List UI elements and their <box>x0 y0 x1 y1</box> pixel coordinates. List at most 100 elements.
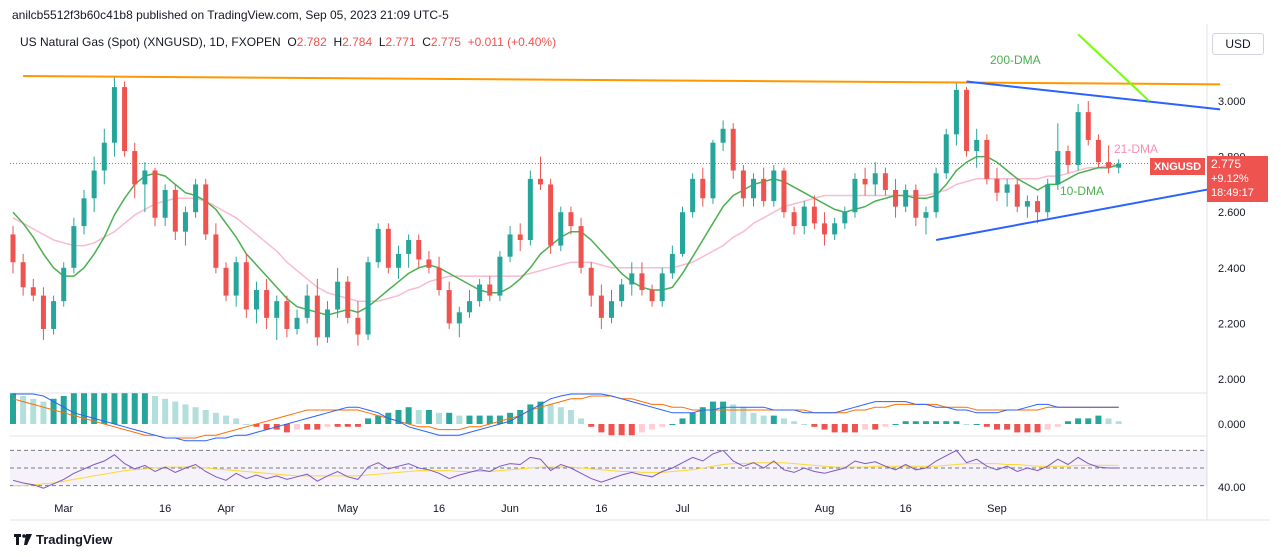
currency-button[interactable]: USD <box>1212 33 1264 55</box>
macd-histogram-bar <box>365 418 372 424</box>
macd-histogram-bar <box>1034 424 1041 433</box>
macd-histogram-bar <box>70 393 77 424</box>
candle-body <box>649 290 655 302</box>
macd-histogram-bar <box>131 393 138 424</box>
candle-body <box>609 301 614 318</box>
candle-body <box>223 267 229 296</box>
macd-histogram-bar <box>162 398 169 424</box>
candle-body <box>700 178 706 199</box>
candle-body <box>680 212 686 254</box>
candle-body <box>558 212 564 246</box>
triangle-trendline <box>966 80 1221 111</box>
candle-body <box>365 262 371 335</box>
candle-body <box>852 178 858 213</box>
macd-histogram-bar <box>1044 424 1051 430</box>
macd-histogram-bar <box>243 424 250 425</box>
macd-histogram-bar <box>283 424 290 433</box>
macd-histogram-bar <box>233 418 240 424</box>
candle-body <box>233 262 239 296</box>
macd-histogram-bar <box>649 424 656 430</box>
candle-body <box>943 134 949 174</box>
candle-body <box>842 212 848 224</box>
macd-histogram-bar <box>689 412 696 424</box>
candle-body <box>274 301 280 318</box>
brand-name: TradingView <box>36 532 113 547</box>
candle-body <box>61 267 67 302</box>
rsi-line <box>12 449 1119 489</box>
price-tag-price: 2.775 <box>1211 157 1242 171</box>
y-tick-label: 2.400 <box>1218 263 1246 275</box>
candle-body <box>822 223 828 235</box>
macd-histogram-bar <box>750 412 757 424</box>
candle-body <box>548 184 554 246</box>
x-tick-label: 16 <box>595 503 607 515</box>
macd-histogram-bar <box>851 424 858 433</box>
macd-histogram-bar <box>50 398 57 424</box>
macd-histogram-bar <box>912 421 919 424</box>
candle-body <box>466 301 472 313</box>
macd-histogram-bar <box>811 424 818 427</box>
macd-histogram-bar <box>821 424 828 430</box>
macd-histogram-bar <box>192 407 199 424</box>
candle-body <box>193 184 199 213</box>
candle-body <box>568 212 574 227</box>
candle-body <box>81 198 87 227</box>
candle-body <box>324 309 330 338</box>
low-label: L <box>378 35 386 49</box>
candle-body <box>1095 139 1101 163</box>
candle-body <box>882 173 888 190</box>
candle-body <box>669 253 675 274</box>
macd-histogram-bar <box>415 410 422 424</box>
candle-body <box>1004 184 1010 193</box>
macd-histogram-bar <box>172 401 179 424</box>
candle-body <box>639 273 645 291</box>
macd-histogram-bar <box>344 424 351 427</box>
macd-histogram-bar <box>202 410 209 424</box>
candle-body <box>335 281 341 310</box>
macd-histogram-bar <box>638 424 645 433</box>
candle-body <box>446 290 452 324</box>
low-value: 2.771 <box>385 35 416 49</box>
candle-body <box>416 240 422 260</box>
high-label: H <box>333 35 343 49</box>
annotation-label: 21-DMA <box>1114 142 1158 156</box>
candle-body <box>578 226 584 268</box>
candle-body <box>264 290 270 318</box>
candle-body <box>111 87 117 143</box>
macd-histogram-bar <box>882 424 889 427</box>
candle-body <box>832 223 838 235</box>
x-tick-label: 16 <box>900 503 912 515</box>
candle-body <box>284 301 290 329</box>
candle-body <box>771 170 777 202</box>
macd-histogram-bar <box>547 404 554 424</box>
macd-histogram-bar <box>10 393 16 424</box>
candle-body <box>893 189 899 207</box>
candle-body <box>355 317 361 335</box>
macd-histogram-bar <box>446 412 453 424</box>
candle-body <box>30 287 36 296</box>
macd-histogram-bar <box>81 393 88 424</box>
change-value: +0.011 (+0.40%) <box>467 35 557 49</box>
high-value: 2.784 <box>342 35 373 49</box>
macd-histogram-bar <box>567 410 574 424</box>
candle-body <box>720 128 726 143</box>
candle-body <box>142 170 148 185</box>
macd-histogram-bar <box>40 401 47 424</box>
y-tick-label: 3.000 <box>1218 96 1246 108</box>
candle-body <box>304 295 310 318</box>
candle-body <box>345 281 351 318</box>
macd-histogram-bar <box>770 415 777 424</box>
candle-body <box>1075 112 1081 165</box>
x-tick-label: May <box>337 503 358 515</box>
candle-body <box>619 284 625 302</box>
macd-histogram-bar <box>953 421 960 424</box>
dma200-line <box>1077 33 1150 102</box>
macd-y-tick: 0.000 <box>1218 419 1246 431</box>
candle-body <box>629 273 635 285</box>
candle-body <box>527 178 533 240</box>
candle-body <box>1116 163 1122 168</box>
footer[interactable]: TradingView <box>14 532 112 547</box>
candle-body <box>294 317 300 329</box>
candle-body <box>497 256 503 296</box>
